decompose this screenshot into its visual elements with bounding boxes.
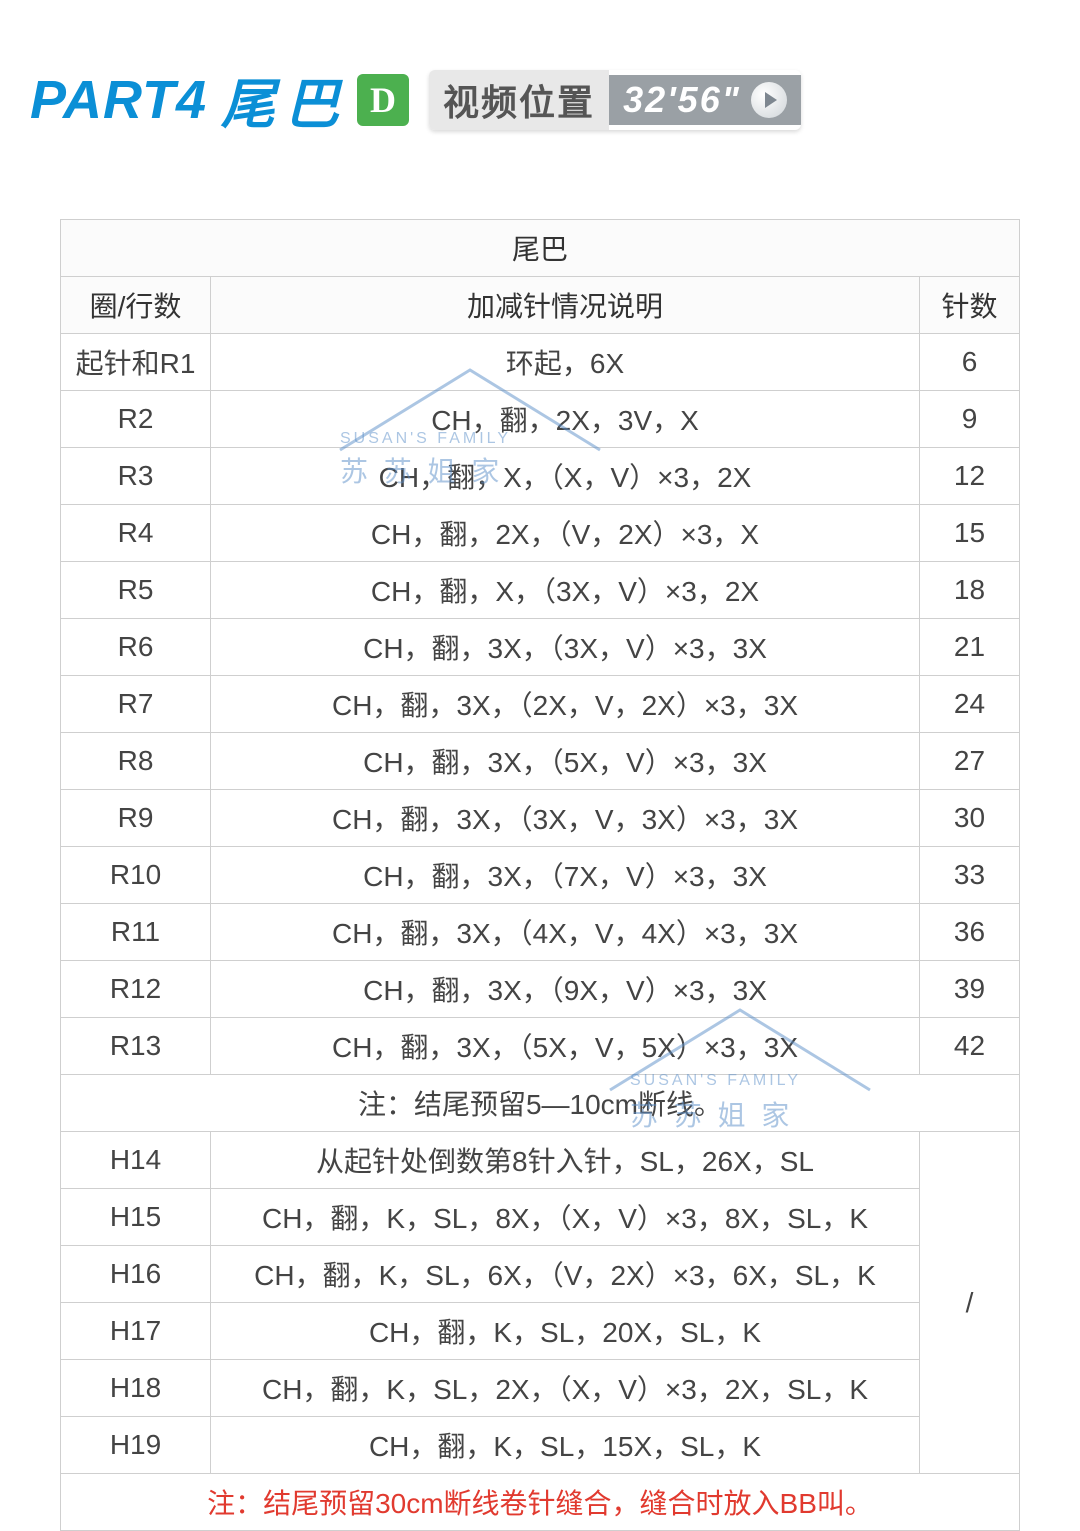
cell-desc: CH，翻，K，SL，15X，SL，K [211, 1417, 920, 1474]
table-row: R3CH，翻，X，（X，V）×3，2X12 [61, 448, 1020, 505]
cell-desc: CH，翻，X，（3X，V）×3，2X [211, 562, 920, 619]
table-header-row: 圈/行数 加减针情况说明 针数 [61, 277, 1020, 334]
cell-count: 18 [920, 562, 1020, 619]
video-position-label: 视频位置 [429, 70, 609, 130]
table-row: R10CH，翻，3X，（7X，V）×3，3X33 [61, 847, 1020, 904]
cell-desc: 从起针处倒数第8针入针，SL，26X，SL [211, 1132, 920, 1189]
cell-round: 起针和R1 [61, 334, 211, 391]
table-row: R9CH，翻，3X，（3X，V，3X）×3，3X30 [61, 790, 1020, 847]
table-title: 尾巴 [61, 220, 1020, 277]
table-row: R13CH，翻，3X，（5X，V，5X）×3，3X42 [61, 1018, 1020, 1075]
table-row: H14从起针处倒数第8针入针，SL，26X，SL/ [61, 1132, 1020, 1189]
col-header-desc: 加减针情况说明 [211, 277, 920, 334]
cell-round: R12 [61, 961, 211, 1018]
cell-desc: CH，翻，X，（X，V）×3，2X [211, 448, 920, 505]
note-row-2: 注：结尾预留30cm断线卷针缝合，缝合时放入BB叫。 [61, 1474, 1020, 1531]
cell-round: R2 [61, 391, 211, 448]
table-row: H18CH，翻，K，SL，2X，（X，V）×3，2X，SL，K [61, 1360, 1020, 1417]
note-1: 注：结尾预留5—10cm断线。 [61, 1075, 1020, 1132]
cell-count: 24 [920, 676, 1020, 733]
cell-count: 39 [920, 961, 1020, 1018]
table-row: R8CH，翻，3X，（5X，V）×3，3X27 [61, 733, 1020, 790]
cell-desc: CH，翻，3X，（7X，V）×3，3X [211, 847, 920, 904]
cell-count: 15 [920, 505, 1020, 562]
cell-round: H15 [61, 1189, 211, 1246]
cell-round: R4 [61, 505, 211, 562]
cell-count: 12 [920, 448, 1020, 505]
table-row: R5CH，翻，X，（3X，V）×3，2X18 [61, 562, 1020, 619]
video-position-block[interactable]: 视频位置 32'56" [429, 70, 801, 130]
cell-desc: CH，翻，2X，（V，2X）×3，X [211, 505, 920, 562]
section-badge: D [357, 74, 409, 126]
cell-desc: CH，翻，3X，（5X，V）×3，3X [211, 733, 920, 790]
cell-desc: CH，翻，3X，（3X，V，3X）×3，3X [211, 790, 920, 847]
cell-round: R8 [61, 733, 211, 790]
table-row: R7CH，翻，3X，（2X，V，2X）×3，3X24 [61, 676, 1020, 733]
cell-desc: 环起，6X [211, 334, 920, 391]
cell-count: 21 [920, 619, 1020, 676]
cell-count: 36 [920, 904, 1020, 961]
cell-count: 42 [920, 1018, 1020, 1075]
cell-round: R7 [61, 676, 211, 733]
cell-round: R13 [61, 1018, 211, 1075]
note-row-1: 注：结尾预留5—10cm断线。 [61, 1075, 1020, 1132]
part-title: 尾巴 [221, 60, 349, 139]
cell-desc: CH，翻，K，SL，2X，（X，V）×3，2X，SL，K [211, 1360, 920, 1417]
table-row: H15CH，翻，K，SL，8X，（X，V）×3，8X，SL，K [61, 1189, 1020, 1246]
cell-count: 27 [920, 733, 1020, 790]
cell-round: H16 [61, 1246, 211, 1303]
cell-desc: CH，翻，3X，（4X，V，4X）×3，3X [211, 904, 920, 961]
cell-count: 30 [920, 790, 1020, 847]
table-row: R6CH，翻，3X，（3X，V）×3，3X21 [61, 619, 1020, 676]
cell-round: H19 [61, 1417, 211, 1474]
cell-desc: CH，翻，3X，（3X，V）×3，3X [211, 619, 920, 676]
table-row: H16CH，翻，K，SL，6X，（V，2X）×3，6X，SL，K [61, 1246, 1020, 1303]
pattern-table-wrap: 尾巴 圈/行数 加减针情况说明 针数 起针和R1环起，6X6R2CH，翻，2X，… [0, 159, 1080, 1531]
table-row: R12CH，翻，3X，（9X，V）×3，3X39 [61, 961, 1020, 1018]
table-row: R4CH，翻，2X，（V，2X）×3，X15 [61, 505, 1020, 562]
cell-round: R10 [61, 847, 211, 904]
cell-round: R3 [61, 448, 211, 505]
page-header: PART4 尾巴 D 视频位置 32'56" [0, 0, 1080, 159]
cell-desc: CH，翻，3X，（2X，V，2X）×3，3X [211, 676, 920, 733]
cell-round: R6 [61, 619, 211, 676]
cell-round: H18 [61, 1360, 211, 1417]
cell-desc: CH，翻，K，SL，8X，（X，V）×3，8X，SL，K [211, 1189, 920, 1246]
table-row: H19CH，翻，K，SL，15X，SL，K [61, 1417, 1020, 1474]
video-time-text: 32'56" [623, 79, 741, 121]
cell-round: R9 [61, 790, 211, 847]
col-header-count: 针数 [920, 277, 1020, 334]
cell-desc: CH，翻，2X，3V，X [211, 391, 920, 448]
table-title-row: 尾巴 [61, 220, 1020, 277]
table-row: R11CH，翻，3X，（4X，V，4X）×3，3X36 [61, 904, 1020, 961]
note-2: 注：结尾预留30cm断线卷针缝合，缝合时放入BB叫。 [61, 1474, 1020, 1531]
cell-desc: CH，翻，3X，（5X，V，5X）×3，3X [211, 1018, 920, 1075]
part-label: PART4 [30, 69, 207, 131]
play-icon[interactable] [751, 82, 787, 118]
table-row: 起针和R1环起，6X6 [61, 334, 1020, 391]
cell-round: R5 [61, 562, 211, 619]
cell-count: 33 [920, 847, 1020, 904]
cell-desc: CH，翻，K，SL，6X，（V，2X）×3，6X，SL，K [211, 1246, 920, 1303]
video-position-time: 32'56" [609, 75, 801, 125]
cell-count-merged: / [920, 1132, 1020, 1474]
cell-round: R11 [61, 904, 211, 961]
cell-count: 6 [920, 334, 1020, 391]
cell-count: 9 [920, 391, 1020, 448]
cell-desc: CH，翻，3X，（9X，V）×3，3X [211, 961, 920, 1018]
table-row: R2CH，翻，2X，3V，X9 [61, 391, 1020, 448]
col-header-round: 圈/行数 [61, 277, 211, 334]
cell-round: H14 [61, 1132, 211, 1189]
pattern-table: 尾巴 圈/行数 加减针情况说明 针数 起针和R1环起，6X6R2CH，翻，2X，… [60, 219, 1020, 1531]
